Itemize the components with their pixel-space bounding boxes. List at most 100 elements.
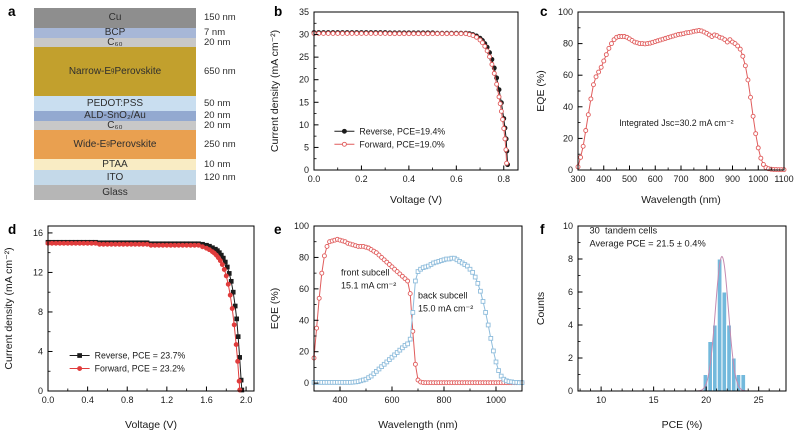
axes-frame bbox=[47, 225, 255, 392]
svg-text:1000: 1000 bbox=[748, 174, 768, 184]
axis-ticks: 300 400 500 600 700 800 900 1000 1100 0 20 40 60 80 10… bbox=[558, 7, 794, 184]
svg-text:60: 60 bbox=[563, 70, 573, 80]
svg-text:80: 80 bbox=[299, 252, 309, 262]
svg-text:0.4: 0.4 bbox=[403, 174, 416, 184]
svg-text:front subcell: front subcell bbox=[341, 268, 390, 278]
panel-d-jv-chart: 0.0 0.4 0.8 1.2 1.6 2.0 0 4 8 12 16 Voltage (V) Curr… bbox=[0, 210, 266, 435]
plot-area: 0.0 0.4 0.8 1.2 1.6 2.0 0 4 8 12 16 Voltage (V) Curr… bbox=[3, 225, 255, 431]
chart-svg-d: 0.0 0.4 0.8 1.2 1.6 2.0 0 4 8 12 16 Voltage (V) Curr… bbox=[3, 225, 255, 431]
svg-text:700: 700 bbox=[673, 174, 688, 184]
series-circle-filled bbox=[45, 240, 243, 393]
svg-text:0: 0 bbox=[38, 386, 43, 396]
svg-text:0.0: 0.0 bbox=[308, 174, 321, 184]
stack-layer-thickness bbox=[204, 185, 266, 200]
stack-layer-thickness: 650 nm bbox=[204, 65, 236, 77]
svg-text:back subcell: back subcell bbox=[418, 291, 468, 301]
stack-layer-thickness: 20 nm bbox=[204, 36, 231, 48]
svg-text:1000: 1000 bbox=[486, 395, 506, 405]
svg-text:20: 20 bbox=[563, 133, 573, 143]
panel-d-label: d bbox=[8, 222, 17, 237]
x-axis-label: PCE (%) bbox=[662, 419, 703, 431]
legend-label: Reverse, PCE=19.4% bbox=[359, 126, 445, 136]
svg-text:6: 6 bbox=[568, 287, 573, 297]
svg-text:800: 800 bbox=[436, 395, 451, 405]
panel-e: e 400 600 800 1000 0 20 40 60 80 100 Wavelength (n… bbox=[266, 210, 532, 435]
plot-area: 400 600 800 1000 0 20 40 60 80 100 Wavelength (nm)… bbox=[269, 221, 525, 431]
chart-svg-c: 300 400 500 600 700 800 900 1000 1100 0 20 40 60 80 10… bbox=[535, 7, 794, 206]
svg-text:5: 5 bbox=[304, 142, 309, 152]
y-axis-label: EQE (%) bbox=[535, 70, 547, 111]
svg-text:20: 20 bbox=[701, 395, 711, 405]
series-circle-open bbox=[575, 28, 787, 173]
svg-text:0.8: 0.8 bbox=[498, 174, 511, 184]
svg-text:0.8: 0.8 bbox=[121, 395, 134, 405]
panel-c-eqe-chart: 300 400 500 600 700 800 900 1000 1100 0 20 40 60 80 10… bbox=[532, 0, 800, 210]
svg-text:2: 2 bbox=[568, 353, 573, 363]
panel-f: f 10 15 20 25 0 2 4 6 8 10 PCE (%) Counts 30 tandem … bbox=[532, 210, 800, 435]
axis-ticks: 0.0 0.4 0.8 1.2 1.6 2.0 0 4 8 12 16 bbox=[33, 228, 252, 405]
svg-text:10: 10 bbox=[596, 395, 606, 405]
svg-text:300: 300 bbox=[570, 174, 585, 184]
axis-ticks: 0.0 0.2 0.4 0.6 0.8 0 5 10 15 20 25 30 35 bbox=[299, 7, 510, 184]
stack-layer-thickness: 10 nm bbox=[204, 158, 231, 170]
svg-text:400: 400 bbox=[596, 174, 611, 184]
legend-label: Forward, PCE=19.0% bbox=[359, 139, 444, 149]
annotation: back subcell 15.0 mA cm⁻² bbox=[418, 291, 473, 314]
svg-text:0: 0 bbox=[304, 378, 309, 388]
svg-text:2.0: 2.0 bbox=[240, 395, 253, 405]
plot-area: 300 400 500 600 700 800 900 1000 1100 0 20 40 60 80 10… bbox=[535, 7, 794, 206]
chart-svg-f: 10 15 20 25 0 2 4 6 8 10 PCE (%) Counts 30 tandem ce… bbox=[535, 221, 787, 431]
svg-text:16: 16 bbox=[33, 228, 43, 238]
stack-layer-thickness: 120 nm bbox=[204, 171, 236, 183]
svg-text:400: 400 bbox=[332, 395, 347, 405]
svg-text:30: 30 bbox=[299, 30, 309, 40]
annotation: Integrated Jsc=30.2 mA cm⁻² bbox=[619, 118, 733, 128]
panel-d: d 0.0 0.4 0.8 1.2 1.6 2.0 0 4 8 12 16 Voltage (V) Cu… bbox=[0, 210, 266, 435]
svg-text:0: 0 bbox=[568, 386, 573, 396]
annotation: 30 tandem cells Average PCE = 21.5 ± 0.4% bbox=[589, 225, 705, 248]
legend: Reverse, PCE=19.4% Forward, PCE=19.0% bbox=[334, 126, 445, 149]
svg-text:100: 100 bbox=[294, 221, 309, 231]
stack-layer: C₆₀ bbox=[34, 37, 196, 47]
svg-text:15: 15 bbox=[299, 97, 309, 107]
svg-text:0: 0 bbox=[568, 165, 573, 175]
legend-label: Forward, PCE = 23.2% bbox=[95, 364, 185, 374]
svg-text:40: 40 bbox=[563, 102, 573, 112]
panel-e-label: e bbox=[274, 222, 282, 237]
legend-label: Reverse, PCE = 23.7% bbox=[95, 351, 186, 361]
x-axis-label: Wavelength (nm) bbox=[378, 419, 458, 431]
series-square-open bbox=[311, 255, 525, 386]
stack-layer: ALD-SnO₂/Au bbox=[34, 111, 196, 121]
plot-area: 10 15 20 25 0 2 4 6 8 10 PCE (%) Counts 30 tandem ce… bbox=[535, 221, 787, 431]
stack-layer-thickness: 20 nm bbox=[204, 119, 231, 131]
x-axis-label: Voltage (V) bbox=[125, 419, 177, 431]
axes-frame bbox=[577, 225, 787, 392]
gaussian-fit-curve bbox=[695, 255, 748, 392]
svg-text:40: 40 bbox=[299, 315, 309, 325]
x-axis-label: Voltage (V) bbox=[390, 194, 442, 206]
svg-text:1100: 1100 bbox=[774, 174, 793, 184]
stack-layer: C₆₀ bbox=[34, 120, 196, 130]
panel-f-pce-histogram: 10 15 20 25 0 2 4 6 8 10 PCE (%) Counts 30 tandem ce… bbox=[532, 210, 800, 435]
svg-text:80: 80 bbox=[563, 39, 573, 49]
svg-text:1.2: 1.2 bbox=[161, 395, 174, 405]
stack-layer: Narrow-E g Perovskite bbox=[34, 47, 196, 96]
series-circle-open bbox=[311, 30, 510, 166]
stack-layer-thickness: 150 nm bbox=[204, 12, 236, 24]
panel-a-label: a bbox=[8, 4, 16, 19]
legend: Reverse, PCE = 23.7% Forward, PCE = 23.2% bbox=[69, 351, 186, 374]
stack-layer-thickness: 20 nm bbox=[204, 110, 231, 122]
svg-text:1.6: 1.6 bbox=[200, 395, 213, 405]
stack-layer-thickness: 7 nm bbox=[204, 27, 226, 39]
device-stack-layers: Cu BCP C₆₀ Narrow-E g Perovskite PEDOT:PSS ALD… bbox=[34, 8, 196, 200]
stack-layer-thickness: 50 nm bbox=[204, 97, 231, 109]
stack-layer: Cu bbox=[34, 8, 196, 28]
svg-text:600: 600 bbox=[384, 395, 399, 405]
svg-text:15: 15 bbox=[649, 395, 659, 405]
svg-text:20: 20 bbox=[299, 75, 309, 85]
svg-text:10: 10 bbox=[563, 221, 573, 231]
svg-text:600: 600 bbox=[648, 174, 663, 184]
plot-area: 0.0 0.2 0.4 0.6 0.8 0 5 10 15 20 25 30 35 Voltage (V)… bbox=[269, 7, 519, 206]
panel-b: b 0.0 0.2 0.4 0.6 0.8 0 5 10 15 20 25 30 35 Voltage (… bbox=[266, 0, 532, 210]
svg-text:12: 12 bbox=[33, 267, 43, 277]
